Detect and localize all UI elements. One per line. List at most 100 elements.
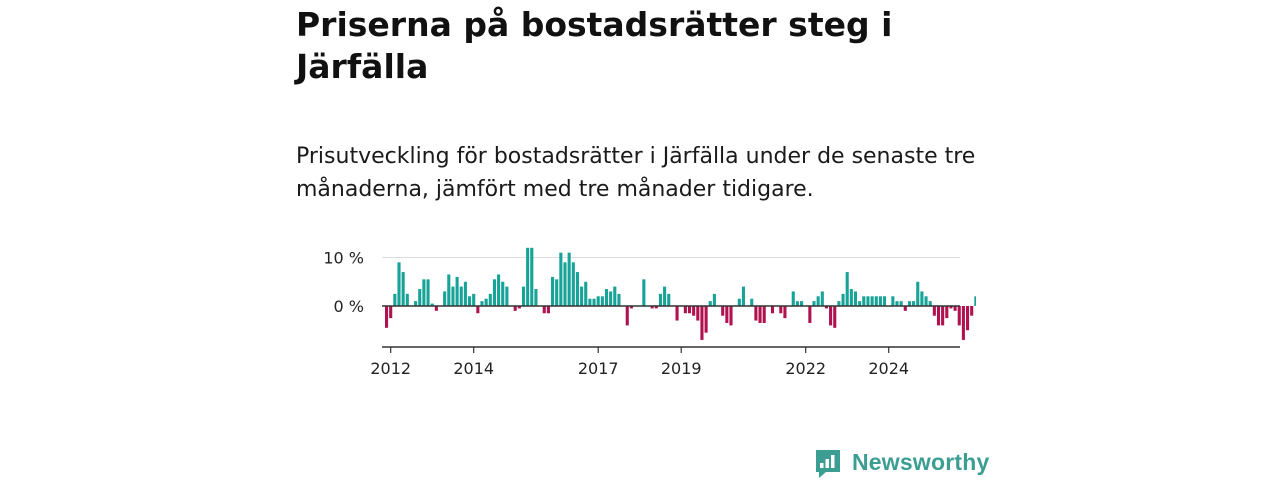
bar xyxy=(824,306,828,309)
bar xyxy=(750,298,754,306)
bar xyxy=(966,306,970,331)
bar xyxy=(795,301,799,306)
bar xyxy=(808,306,812,323)
bar xyxy=(596,296,600,306)
bar xyxy=(903,306,907,311)
bar xyxy=(858,301,862,306)
bar xyxy=(895,301,899,306)
bar xyxy=(459,286,463,306)
bar xyxy=(837,301,841,306)
bar xyxy=(845,272,849,306)
bar xyxy=(563,262,567,306)
bar xyxy=(534,289,538,306)
bar xyxy=(517,306,521,309)
bar xyxy=(501,281,505,306)
bar xyxy=(559,252,563,306)
bar xyxy=(451,286,455,306)
bar xyxy=(580,286,584,306)
bar xyxy=(704,306,708,333)
bar xyxy=(592,298,596,306)
bar xyxy=(526,247,530,306)
bar xyxy=(675,306,679,321)
bar xyxy=(758,306,762,323)
bar xyxy=(741,286,745,306)
bar xyxy=(642,279,646,306)
bar xyxy=(488,293,492,307)
x-tick-label: 2017 xyxy=(578,359,619,378)
bar xyxy=(899,301,903,306)
bar xyxy=(692,306,696,316)
bar xyxy=(762,306,766,323)
bar xyxy=(492,279,496,306)
bar xyxy=(866,296,870,306)
bar xyxy=(891,296,895,306)
bar xyxy=(484,298,488,306)
bar xyxy=(729,306,733,326)
x-tick-label: 2024 xyxy=(868,359,909,378)
bar xyxy=(405,293,409,307)
bar xyxy=(443,291,447,306)
bar xyxy=(505,286,509,306)
bar xyxy=(878,296,882,306)
bar xyxy=(418,289,422,306)
chart-title: Priserna på bostadsrätter steg i Järfäll… xyxy=(296,5,893,86)
bar xyxy=(912,301,916,306)
bar xyxy=(551,276,555,306)
bar-chart-svg: 0 %10 %2012201420172019202220241 % xyxy=(323,247,976,378)
bar xyxy=(555,279,559,306)
bar xyxy=(849,289,853,306)
bar xyxy=(567,252,571,306)
y-tick-label: 0 % xyxy=(334,297,364,316)
bar xyxy=(700,306,704,340)
bar xyxy=(816,296,820,306)
bar xyxy=(434,306,438,311)
bar-chart: 0 %10 %2012201420172019202220241 % xyxy=(296,238,976,388)
x-tick-label: 2019 xyxy=(661,359,702,378)
x-tick-label: 2014 xyxy=(453,359,494,378)
bar xyxy=(853,291,858,306)
bar xyxy=(575,272,579,306)
bar xyxy=(712,293,716,307)
bar xyxy=(754,306,758,321)
bar xyxy=(625,306,629,326)
bar xyxy=(687,306,692,314)
bar xyxy=(783,306,787,319)
bar xyxy=(530,247,534,306)
x-tick-label: 2012 xyxy=(370,359,411,378)
bar xyxy=(667,293,671,307)
bar xyxy=(696,306,700,321)
bar xyxy=(841,293,845,307)
bar xyxy=(945,306,949,319)
bar xyxy=(588,298,592,306)
bar xyxy=(393,293,397,307)
bar xyxy=(447,274,451,306)
bar xyxy=(779,306,783,314)
bar xyxy=(683,306,687,314)
bar xyxy=(725,306,729,323)
bar xyxy=(941,306,945,326)
bar xyxy=(472,293,476,307)
bar xyxy=(521,286,526,306)
bar xyxy=(584,281,588,306)
bar xyxy=(721,306,725,316)
bar xyxy=(546,306,550,314)
y-tick-label: 10 % xyxy=(323,249,364,268)
bar xyxy=(974,296,976,306)
bar xyxy=(426,279,430,306)
bar xyxy=(770,306,775,314)
bar xyxy=(970,306,974,316)
bar xyxy=(658,293,662,307)
bar xyxy=(920,291,924,306)
bar xyxy=(874,296,878,306)
bar xyxy=(455,276,459,306)
bar xyxy=(870,296,874,306)
chart-subtitle: Prisutveckling för bostadsrätter i Järfä… xyxy=(296,144,976,202)
bar xyxy=(629,306,633,309)
bar xyxy=(513,306,517,311)
bar xyxy=(916,281,920,306)
newsworthy-logo-text: Newsworthy xyxy=(852,449,990,475)
bar xyxy=(932,306,936,316)
bar xyxy=(949,306,953,309)
bar xyxy=(604,289,609,306)
bar xyxy=(829,306,833,326)
